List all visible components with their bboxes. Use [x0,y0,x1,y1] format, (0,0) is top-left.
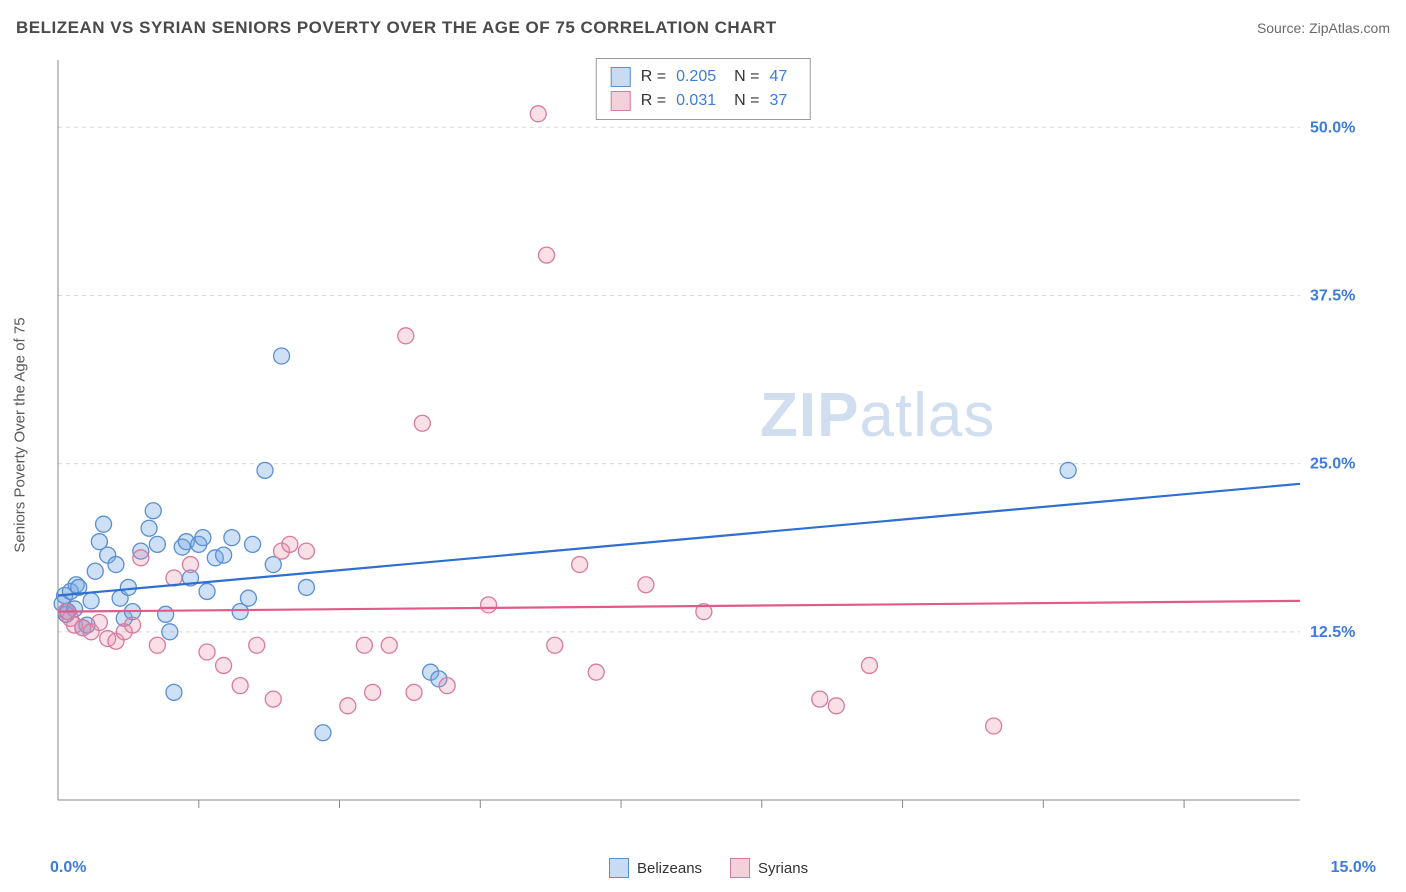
swatch-icon [611,67,631,87]
legend-label: Syrians [758,860,808,877]
source-attribution: Source: ZipAtlas.com [1257,20,1390,36]
y-axis-label: Seniors Poverty Over the Age of 75 [12,317,29,552]
swatch-icon [730,858,750,878]
chart-title: BELIZEAN VS SYRIAN SENIORS POVERTY OVER … [16,18,777,38]
svg-text:25.0%: 25.0% [1310,456,1355,473]
legend-item-syrians: Syrians [730,858,808,878]
x-axis-end-label: 15.0% [1331,859,1376,877]
legend-stats: R = 0.205 N = 47 R = 0.031 N = 37 [596,58,811,120]
scatter-plot: 12.5% 25.0% 37.5% 50.0% [50,50,1370,820]
header: BELIZEAN VS SYRIAN SENIORS POVERTY OVER … [16,18,1390,38]
legend-series: Belizeans Syrians [609,858,808,878]
chart-area: Seniors Poverty Over the Age of 75 12.5%… [50,50,1370,820]
x-axis-footer: 0.0% Belizeans Syrians 15.0% [50,858,1376,878]
svg-text:50.0%: 50.0% [1310,119,1355,136]
watermark: ZIPatlas [760,380,995,451]
legend-stats-row-syrians: R = 0.031 N = 37 [611,89,796,113]
x-axis-start-label: 0.0% [50,859,86,877]
legend-item-belizeans: Belizeans [609,858,702,878]
swatch-icon [611,91,631,111]
svg-text:37.5%: 37.5% [1310,287,1355,304]
legend-stats-row-belizeans: R = 0.205 N = 47 [611,65,796,89]
legend-label: Belizeans [637,860,702,877]
swatch-icon [609,858,629,878]
svg-text:12.5%: 12.5% [1310,624,1355,641]
